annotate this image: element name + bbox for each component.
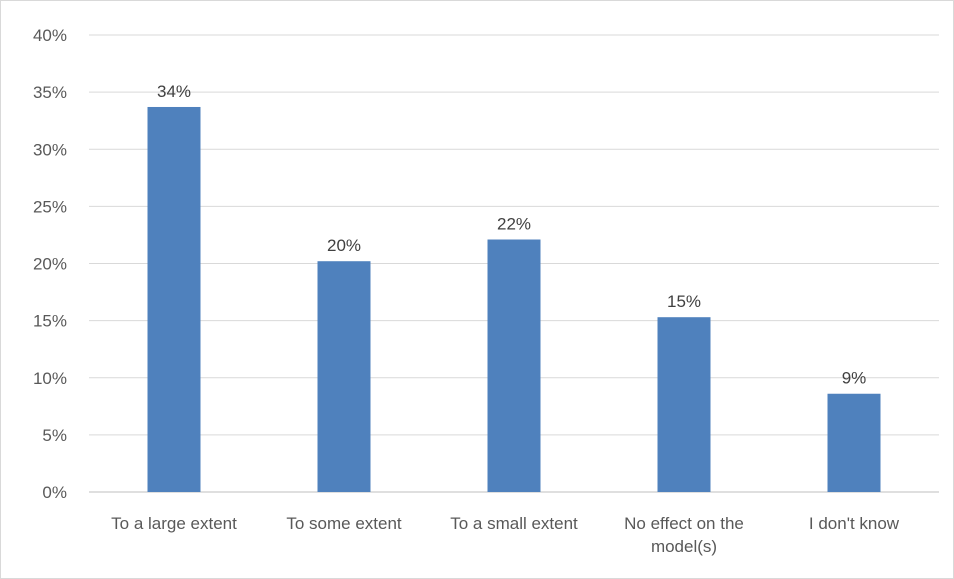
data-label: 20% [327, 236, 361, 255]
x-tick-label: No effect on the model(s) [624, 514, 744, 556]
y-tick-label: 10% [33, 369, 67, 388]
y-tick-label: 20% [33, 255, 67, 274]
y-tick-label: 35% [33, 83, 67, 102]
bars [147, 106, 881, 492]
data-labels: 34% 20% 22% 15% 9% [157, 82, 866, 388]
data-label: 15% [667, 292, 701, 311]
y-tick-label: 0% [42, 483, 67, 502]
bar [657, 317, 711, 492]
data-label: 9% [842, 369, 867, 388]
y-tick-label: 5% [42, 426, 67, 445]
y-tick-label: 25% [33, 197, 67, 216]
bar [827, 393, 881, 492]
x-tick-label: To a small extent [450, 514, 578, 533]
bar [317, 261, 371, 492]
bar [147, 106, 201, 492]
x-tick-label: I don't know [809, 514, 900, 533]
bar [487, 239, 541, 492]
y-tick-label: 30% [33, 140, 67, 159]
data-label: 22% [497, 215, 531, 234]
y-tick-label: 15% [33, 312, 67, 331]
data-label: 34% [157, 82, 191, 101]
x-axis-category-labels: To a large extent To some extent To a smal… [111, 514, 900, 556]
x-tick-label: To a large extent [111, 514, 237, 533]
y-axis-tick-labels: 0% 5% 10% 15% 20% 25% 30% 35% 40% [33, 26, 67, 502]
x-tick-label: To some extent [286, 514, 402, 533]
y-tick-label: 40% [33, 26, 67, 45]
